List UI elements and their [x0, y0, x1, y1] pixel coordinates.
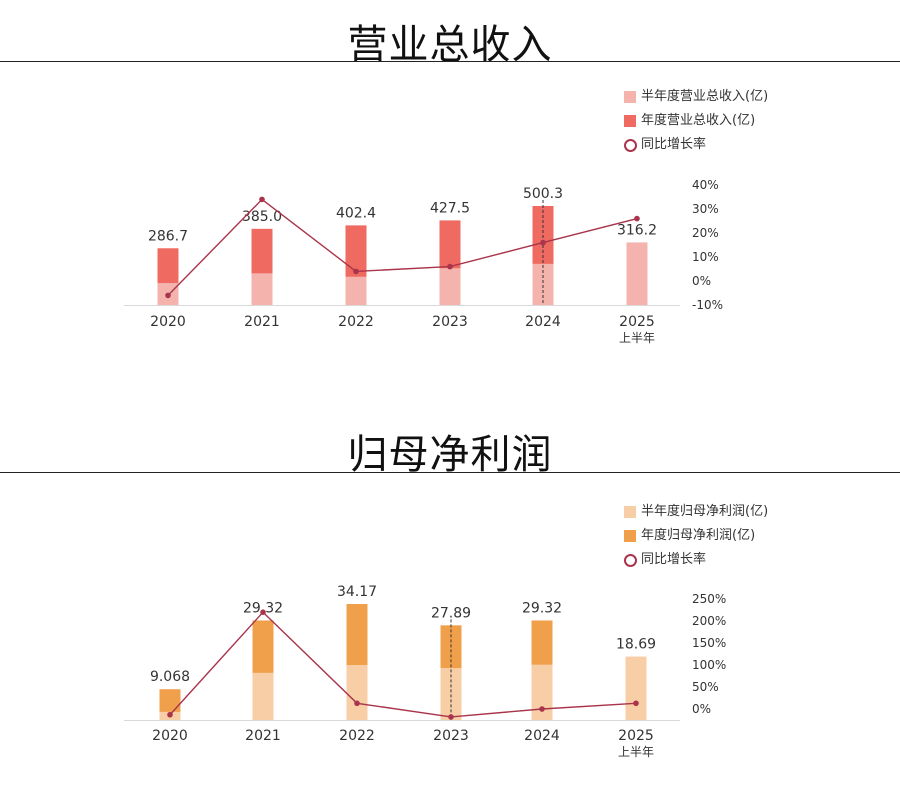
revenue-chart-plot: 40% 30% 20% 10% 0% -10% 286.7 2020 385.0 2021 402.… — [124, 178, 723, 345]
data-label: 402.4 — [336, 205, 376, 221]
x-tick-label: 上半年 — [619, 331, 655, 345]
data-label: 27.89 — [431, 605, 471, 621]
yoy-growth-point — [634, 215, 640, 222]
y-right-tick-label: 150% — [692, 636, 726, 650]
revenue-chart-panel: 营业总收入 半年度营业总收入(亿) 年度营业总收入(亿) 同比增长率 40% 30… — [0, 0, 900, 395]
yoy-growth-point — [165, 292, 171, 299]
legend-item-half-year: 半年度营业总收入(亿) — [624, 85, 768, 109]
data-label: 427.5 — [430, 200, 470, 216]
data-label: 286.7 — [148, 228, 188, 244]
y-right-tick-label: 0% — [692, 702, 711, 716]
y-right-tick-label: 30% — [692, 202, 719, 216]
net-profit-chart-panel: 归母净利润 半年度归母净利润(亿) 年度归母净利润(亿) 同比增长率 250% 2… — [0, 410, 900, 791]
y-right-tick-label: 40% — [692, 178, 719, 192]
chart-title: 营业总收入 — [347, 22, 553, 68]
data-label: 500.3 — [523, 186, 563, 202]
half-year-bar — [532, 263, 554, 305]
y-right-tick-label: 0% — [692, 274, 711, 288]
y-right-tick-label: 250% — [692, 592, 726, 606]
x-tick-label: 2025 — [618, 728, 654, 744]
data-label: 29.32 — [522, 600, 562, 616]
yoy-growth-point — [633, 700, 639, 707]
title-divider — [0, 61, 900, 62]
legend-swatch — [624, 530, 636, 542]
x-tick-label: 2024 — [525, 314, 561, 330]
y-right-tick-label: 50% — [692, 680, 719, 694]
x-tick-label: 2021 — [244, 314, 280, 330]
legend-swatch — [624, 554, 637, 567]
half-year-bar — [625, 656, 647, 720]
y-right-tick-label: 200% — [692, 614, 726, 628]
half-year-bar — [439, 268, 461, 305]
data-label: 316.2 — [617, 222, 657, 238]
data-label: 29.32 — [243, 600, 283, 616]
legend-label: 年度营业总收入(亿) — [641, 113, 756, 128]
x-tick-label: 2020 — [150, 314, 186, 330]
yoy-growth-point — [447, 263, 453, 270]
legend-item-yoy-growth: 同比增长率 — [624, 133, 768, 157]
half-year-bar — [531, 664, 553, 720]
x-tick-label: 2025 — [619, 314, 655, 330]
data-label: 385.0 — [242, 209, 282, 225]
y-right-tick-label: 10% — [692, 250, 719, 264]
half-year-bar — [346, 665, 368, 720]
half-year-bar — [440, 668, 462, 720]
legend-item-annual: 年度营业总收入(亿) — [624, 109, 768, 133]
chart-legend: 半年度营业总收入(亿) 年度营业总收入(亿) 同比增长率 — [624, 85, 768, 157]
legend-label: 半年度营业总收入(亿) — [641, 89, 769, 104]
yoy-growth-point — [353, 268, 359, 275]
x-tick-label: 2023 — [432, 314, 468, 330]
legend-item-yoy-growth: 同比增长率 — [624, 548, 768, 572]
title-divider — [0, 472, 900, 473]
chart-title: 归母净利润 — [347, 432, 553, 478]
yoy-growth-line — [169, 611, 637, 718]
half-year-bar — [345, 276, 367, 305]
legend-item-half-year: 半年度归母净利润(亿) — [624, 500, 768, 524]
yoy-growth-point — [259, 196, 265, 203]
yoy-growth-point — [539, 706, 545, 712]
legend-swatch — [624, 506, 636, 518]
legend-swatch — [624, 115, 636, 127]
legend-label: 年度归母净利润(亿) — [641, 528, 756, 543]
chart-legend: 半年度归母净利润(亿) 年度归母净利润(亿) 同比增长率 — [624, 500, 768, 572]
x-tick-label: 2021 — [245, 728, 281, 744]
data-label: 34.17 — [337, 584, 377, 600]
yoy-growth-point — [354, 700, 360, 707]
x-tick-label: 上半年 — [618, 745, 654, 759]
half-year-bar — [251, 273, 273, 305]
x-tick-label: 2023 — [433, 728, 469, 744]
half-year-bar — [626, 242, 648, 305]
y-right-tick-label: 100% — [692, 658, 726, 672]
data-label: 18.69 — [616, 637, 656, 653]
legend-label: 半年度归母净利润(亿) — [641, 504, 769, 519]
legend-item-annual: 年度归母净利润(亿) — [624, 524, 768, 548]
yoy-growth-point — [167, 711, 173, 718]
data-label: 9.068 — [150, 669, 190, 685]
x-tick-label: 2020 — [152, 728, 188, 744]
y-right-tick-label: 20% — [692, 226, 719, 240]
yoy-growth-line — [167, 198, 638, 296]
net-profit-chart-plot: 250% 200% 150% 100% 50% 0% 9.068 2020 29.32 2021 3… — [124, 584, 726, 759]
x-tick-label: 2024 — [524, 728, 560, 744]
legend-swatch — [624, 139, 637, 152]
legend-label: 同比增长率 — [641, 552, 707, 567]
y-right-tick-label: -10% — [692, 298, 723, 312]
yoy-growth-point — [448, 714, 454, 720]
x-tick-label: 2022 — [339, 728, 375, 744]
legend-swatch — [624, 91, 636, 103]
x-tick-label: 2022 — [338, 314, 374, 330]
yoy-growth-point — [540, 239, 546, 246]
legend-label: 同比增长率 — [641, 137, 707, 152]
yoy-growth-point — [260, 609, 266, 615]
half-year-bar — [252, 672, 274, 720]
